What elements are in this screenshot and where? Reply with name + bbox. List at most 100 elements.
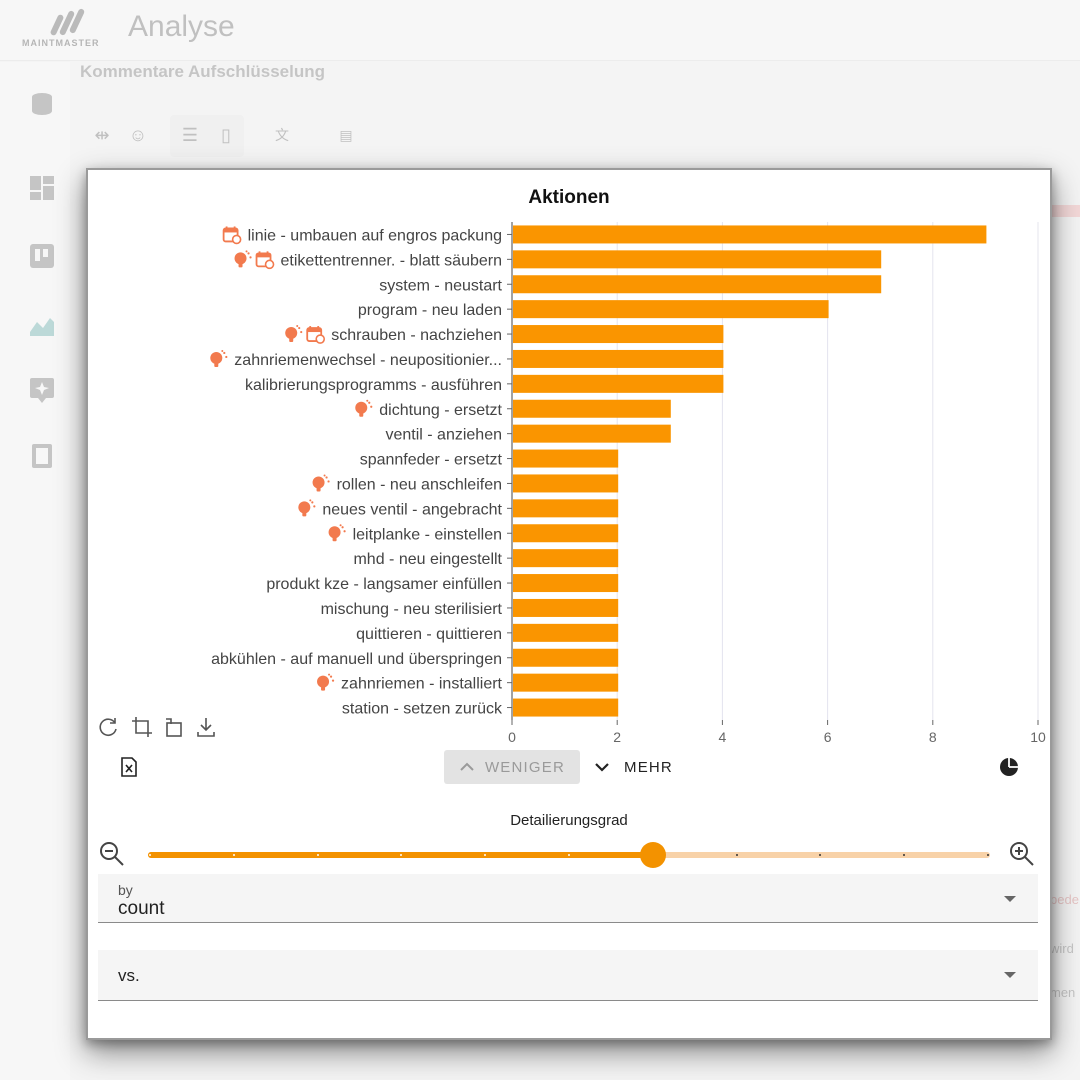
category-label: schrauben - nachziehen — [331, 327, 502, 344]
category-label: zahnriemen - installiert — [341, 676, 503, 693]
less-button[interactable]: WENIGER — [444, 750, 580, 784]
bar — [513, 300, 829, 319]
database-icon[interactable] — [28, 90, 56, 118]
by-select-value: count — [118, 898, 165, 919]
rotate-icon[interactable] — [162, 715, 186, 739]
notes-icon[interactable]: ▤ — [339, 127, 353, 143]
bar — [513, 474, 619, 493]
bar-chart: Aktionen 0 2 4 6 8 10 linie - umbauen auf engro… — [210, 187, 1046, 745]
board-icon[interactable] — [28, 242, 56, 270]
by-select-label: by — [118, 882, 133, 898]
zoom-out-icon[interactable] — [98, 840, 126, 868]
calendar-icon — [255, 251, 275, 270]
category-label: program - neu laden — [358, 302, 502, 319]
bulb-icon — [328, 524, 346, 542]
download-icon[interactable] — [194, 715, 218, 739]
bar — [513, 449, 619, 468]
bar — [513, 499, 619, 518]
excel-export-icon[interactable] — [118, 756, 140, 778]
bulb-icon — [312, 474, 330, 492]
bar — [513, 275, 882, 294]
category-label: kalibrierungsprogramms - ausführen — [245, 377, 502, 394]
bar — [513, 225, 987, 244]
category-label: dichtung - ersetzt — [379, 402, 502, 419]
bar — [513, 648, 619, 667]
refresh-icon[interactable] — [96, 715, 120, 739]
x-tick-label: 4 — [719, 729, 727, 745]
logo-mark-icon — [50, 8, 85, 36]
vs-select[interactable]: vs. — [98, 950, 1038, 1001]
category-label: produkt kze - langsamer einfüllen — [266, 576, 502, 593]
pie-chart-icon[interactable] — [998, 756, 1020, 778]
slider-thumb[interactable] — [639, 842, 666, 868]
x-tick-label: 2 — [613, 729, 621, 745]
detail-slider[interactable] — [148, 840, 990, 870]
side-text-3: men — [1050, 985, 1076, 1000]
bar — [513, 673, 619, 692]
bulb-icon — [210, 349, 228, 367]
bar — [513, 325, 724, 344]
slider-step-dot — [903, 854, 906, 856]
notebook-icon[interactable] — [28, 442, 56, 470]
category-label: linie - umbauen auf engros packung — [248, 227, 502, 244]
less-label: WENIGER — [484, 758, 566, 776]
zoom-in-icon[interactable] — [1008, 840, 1036, 868]
more-button[interactable]: MEHR — [594, 750, 684, 784]
translate-icon[interactable]: 文 — [275, 127, 289, 143]
bar — [513, 623, 619, 642]
feedback-icon[interactable] — [28, 376, 56, 404]
by-select[interactable]: by count — [98, 874, 1038, 923]
page-title: Analyse — [128, 10, 235, 43]
chevron-up-icon — [460, 762, 474, 771]
chart-dialog: Aktionen 0 2 4 6 8 10 linie - umbauen auf engro… — [86, 168, 1052, 1040]
bar — [513, 549, 619, 568]
side-text-2: wird — [1050, 941, 1074, 956]
bar — [513, 424, 671, 443]
category-label: leitplanke - einstellen — [353, 526, 502, 543]
slider-step-dot — [484, 854, 487, 856]
bar — [513, 598, 619, 617]
slider-step-dot — [232, 854, 235, 856]
category-label: ventil - anziehen — [385, 427, 502, 444]
category-label: spannfeder - ersetzt — [360, 452, 503, 469]
category-label: station - setzen zurück — [342, 701, 503, 718]
logo: MAINTMASTER — [22, 6, 114, 52]
x-tick-label: 6 — [824, 729, 832, 745]
category-label: neues ventil - angebracht — [322, 501, 502, 518]
columns-layout-icon[interactable]: ▯ — [221, 125, 231, 145]
slider-step-dot — [735, 854, 738, 856]
rows-layout-icon[interactable]: ☰ — [181, 125, 199, 145]
calendar-icon — [306, 326, 326, 344]
more-label: MEHR — [624, 758, 673, 776]
side-text-1: bede — [1050, 892, 1079, 907]
top-bar: MAINTMASTER Analyse — [0, 0, 1080, 61]
bar — [513, 574, 619, 593]
sentiment-icon[interactable]: ☺ — [128, 125, 148, 145]
x-tick-label: 0 — [508, 729, 516, 745]
bulb-icon — [285, 325, 303, 343]
slider-step-dot — [987, 854, 989, 856]
slider-label: Detailierungsgrad — [510, 812, 628, 829]
bulb-icon — [355, 399, 373, 417]
slider-step-dot — [149, 854, 151, 856]
category-label: mischung - neu sterilisiert — [321, 601, 503, 618]
compare-icon[interactable]: ⇹ — [94, 125, 110, 145]
slider-step-dot — [400, 854, 403, 856]
bulb-icon — [234, 250, 252, 268]
logo-text: MAINTMASTER — [22, 38, 100, 48]
crop-icon[interactable] — [130, 715, 154, 739]
bulb-icon — [317, 673, 335, 691]
category-label: quittieren - quittieren — [356, 626, 502, 643]
calendar-icon — [222, 226, 242, 245]
category-label: system - neustart — [379, 277, 502, 294]
bar — [513, 524, 619, 543]
vs-select-label: vs. — [118, 966, 140, 985]
analytics-icon[interactable] — [28, 310, 56, 338]
chart-title: Aktionen — [528, 187, 609, 208]
dashboard-icon[interactable] — [28, 174, 56, 202]
category-label: rollen - neu anschleifen — [337, 476, 502, 493]
x-tick-label: 10 — [1030, 729, 1046, 745]
sidebar — [0, 62, 70, 1080]
bar — [513, 374, 724, 393]
